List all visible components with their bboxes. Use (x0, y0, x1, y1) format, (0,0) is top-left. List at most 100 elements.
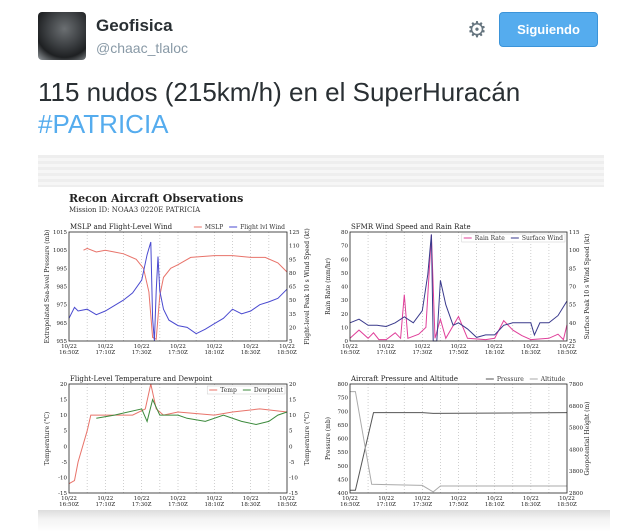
y2-tick-label: 10 (289, 413, 296, 419)
y2-tick-label: 85 (569, 266, 576, 272)
legend-label: Temp (220, 387, 237, 394)
x-tick-date: 10/22 (61, 344, 77, 350)
x-tick-time: 17:30Z (412, 502, 432, 508)
chart-title: Flight-Level Temperature and Dewpoint (70, 375, 213, 383)
y-tick-label: -10 (58, 475, 67, 481)
series-line-temp (68, 383, 288, 485)
tweet-text: 115 nudos (215km/h) en el SuperHuracán #… (38, 76, 618, 140)
y2-tick-label: 4800 (569, 447, 583, 453)
x-tick-date: 10/22 (378, 344, 394, 350)
x-tick-time: 17:10Z (95, 502, 115, 508)
x-tick-time: 17:10Z (376, 350, 396, 356)
y-axis-label: Extrapolated Sea-level Pressure (mb) (44, 230, 51, 344)
x-tick-date: 10/22 (243, 496, 259, 502)
series-line-dewpoint (96, 398, 288, 426)
x-tick-time: 16:50Z (59, 502, 79, 508)
y2-tick-label: -5 (289, 460, 295, 466)
x-tick-date: 10/22 (134, 496, 150, 502)
x-tick-date: 10/22 (342, 344, 358, 350)
user-handle[interactable]: @chaac_tlaloc (96, 40, 189, 56)
legend-label: MSLP (205, 224, 223, 231)
x-tick-time: 18:30Z (241, 350, 261, 356)
y-tick-label: 550 (338, 450, 349, 456)
y2-axis-label: Geopotential Height (m) (584, 401, 591, 475)
plot-frame (68, 383, 288, 494)
y-axis-label: Pressure (mb) (325, 417, 332, 460)
y-tick-label: 985 (57, 285, 68, 291)
y-tick-label: 995 (57, 266, 68, 272)
y-tick-label: 700 (338, 409, 349, 415)
y-tick-label: 975 (57, 303, 68, 309)
tweet-media-image[interactable]: Recon Aircraft Observations Mission ID: … (38, 155, 610, 532)
x-tick-date: 10/22 (523, 344, 539, 350)
x-tick-time: 17:30Z (132, 350, 152, 356)
x-tick-date: 10/22 (134, 344, 150, 350)
x-tick-time: 17:10Z (95, 350, 115, 356)
x-tick-date: 10/22 (414, 344, 430, 350)
x-tick-date: 10/22 (206, 496, 222, 502)
legend-label: Pressure (497, 376, 524, 383)
y-tick-label: 70 (341, 244, 348, 250)
x-tick-time: 18:10Z (204, 502, 224, 508)
x-tick-date: 10/22 (61, 496, 77, 502)
image-bottom-shade (38, 510, 610, 532)
x-tick-time: 17:50Z (449, 502, 469, 508)
y-tick-label: 10 (60, 413, 67, 419)
x-tick-date: 10/22 (487, 344, 503, 350)
y-tick-label: 750 (338, 396, 349, 402)
y2-tick-label: 15 (289, 398, 296, 404)
chart-title: MSLP and Flight-Level Wind (70, 223, 173, 231)
x-tick-date: 10/22 (206, 344, 222, 350)
y-tick-label: 10 (341, 325, 348, 331)
x-tick-time: 18:10Z (485, 350, 505, 356)
y2-tick-label: 5 (289, 429, 293, 435)
x-tick-date: 10/22 (170, 496, 186, 502)
y2-tick-label: -10 (289, 475, 298, 481)
series-line-pressure (350, 412, 568, 491)
hashtag-link[interactable]: #PATRICIA (38, 109, 169, 139)
y-tick-label: 0 (345, 339, 349, 345)
y-tick-label: 500 (338, 464, 349, 470)
y-tick-label: 1005 (53, 248, 67, 254)
following-button[interactable]: Siguiendo (499, 12, 598, 47)
x-tick-time: 17:50Z (168, 502, 188, 508)
y-tick-label: 0 (64, 444, 68, 450)
y-tick-label: 50 (341, 271, 348, 277)
x-tick-time: 18:50Z (557, 350, 577, 356)
y2-tick-label: 7800 (569, 382, 583, 388)
y-tick-label: 5 (64, 429, 68, 435)
y-tick-label: 30 (341, 298, 348, 304)
x-tick-date: 10/22 (523, 496, 539, 502)
y-tick-label: 400 (338, 491, 349, 497)
y-tick-label: 1015 (53, 230, 67, 236)
figure-subtitle: Mission ID: NOAA3 0220E PATRICIA (69, 206, 201, 214)
y2-axis-label: Flight-level Peak 10 s Wind Speed (kt) (304, 228, 311, 344)
y-tick-label: 800 (338, 382, 349, 388)
y2-tick-label: 2800 (569, 491, 583, 497)
avatar[interactable] (38, 12, 86, 60)
y2-tick-label: 5800 (569, 426, 583, 432)
tweet-body: 115 nudos (215km/h) en el SuperHuracán (38, 77, 521, 107)
chart-title: Aircraft Pressure and Altitude (350, 375, 458, 383)
x-tick-date: 10/22 (342, 496, 358, 502)
y-tick-label: 965 (57, 321, 68, 327)
x-tick-time: 18:50Z (277, 350, 297, 356)
y2-tick-label: 55 (569, 303, 576, 309)
y2-tick-label: 20 (289, 325, 296, 331)
x-tick-time: 18:30Z (521, 350, 541, 356)
charts-canvas: MSLP and Flight-Level Wind MSLP Flight lvl… (44, 223, 591, 508)
gear-icon[interactable]: ⚙ (467, 17, 487, 42)
x-tick-time: 16:50Z (340, 502, 360, 508)
y-tick-label: 40 (341, 285, 348, 291)
y2-tick-label: 5 (289, 339, 293, 345)
y2-tick-label: 50 (289, 298, 296, 304)
y2-tick-label: 25 (569, 339, 576, 345)
legend-label: Flight lvl Wind (240, 224, 285, 231)
y2-tick-label: 70 (569, 285, 576, 291)
y2-tick-label: 100 (569, 248, 580, 254)
y2-axis-label: Temperature (°C) (304, 412, 311, 466)
legend-label: Altitude (540, 376, 566, 383)
display-name[interactable]: Geofisica (96, 16, 173, 35)
plot-frame (349, 383, 568, 494)
x-tick-date: 10/22 (170, 344, 186, 350)
